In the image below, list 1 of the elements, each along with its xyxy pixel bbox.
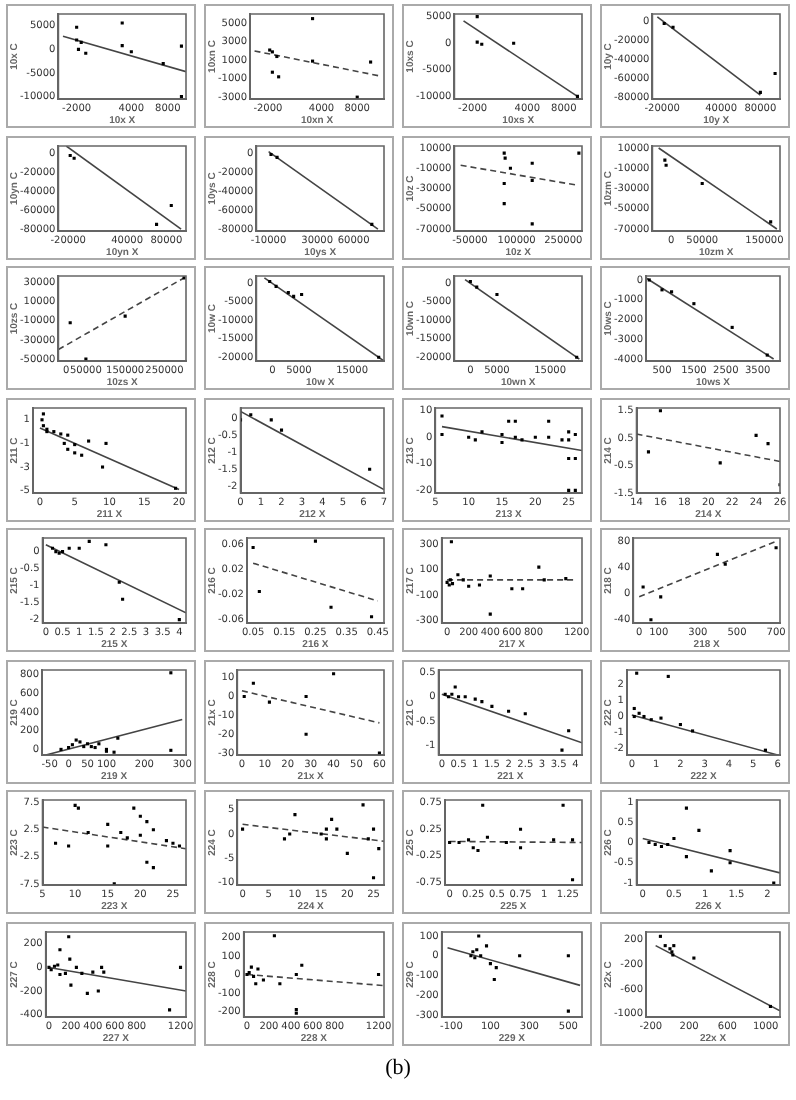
text: (b) [383, 1056, 413, 1080]
